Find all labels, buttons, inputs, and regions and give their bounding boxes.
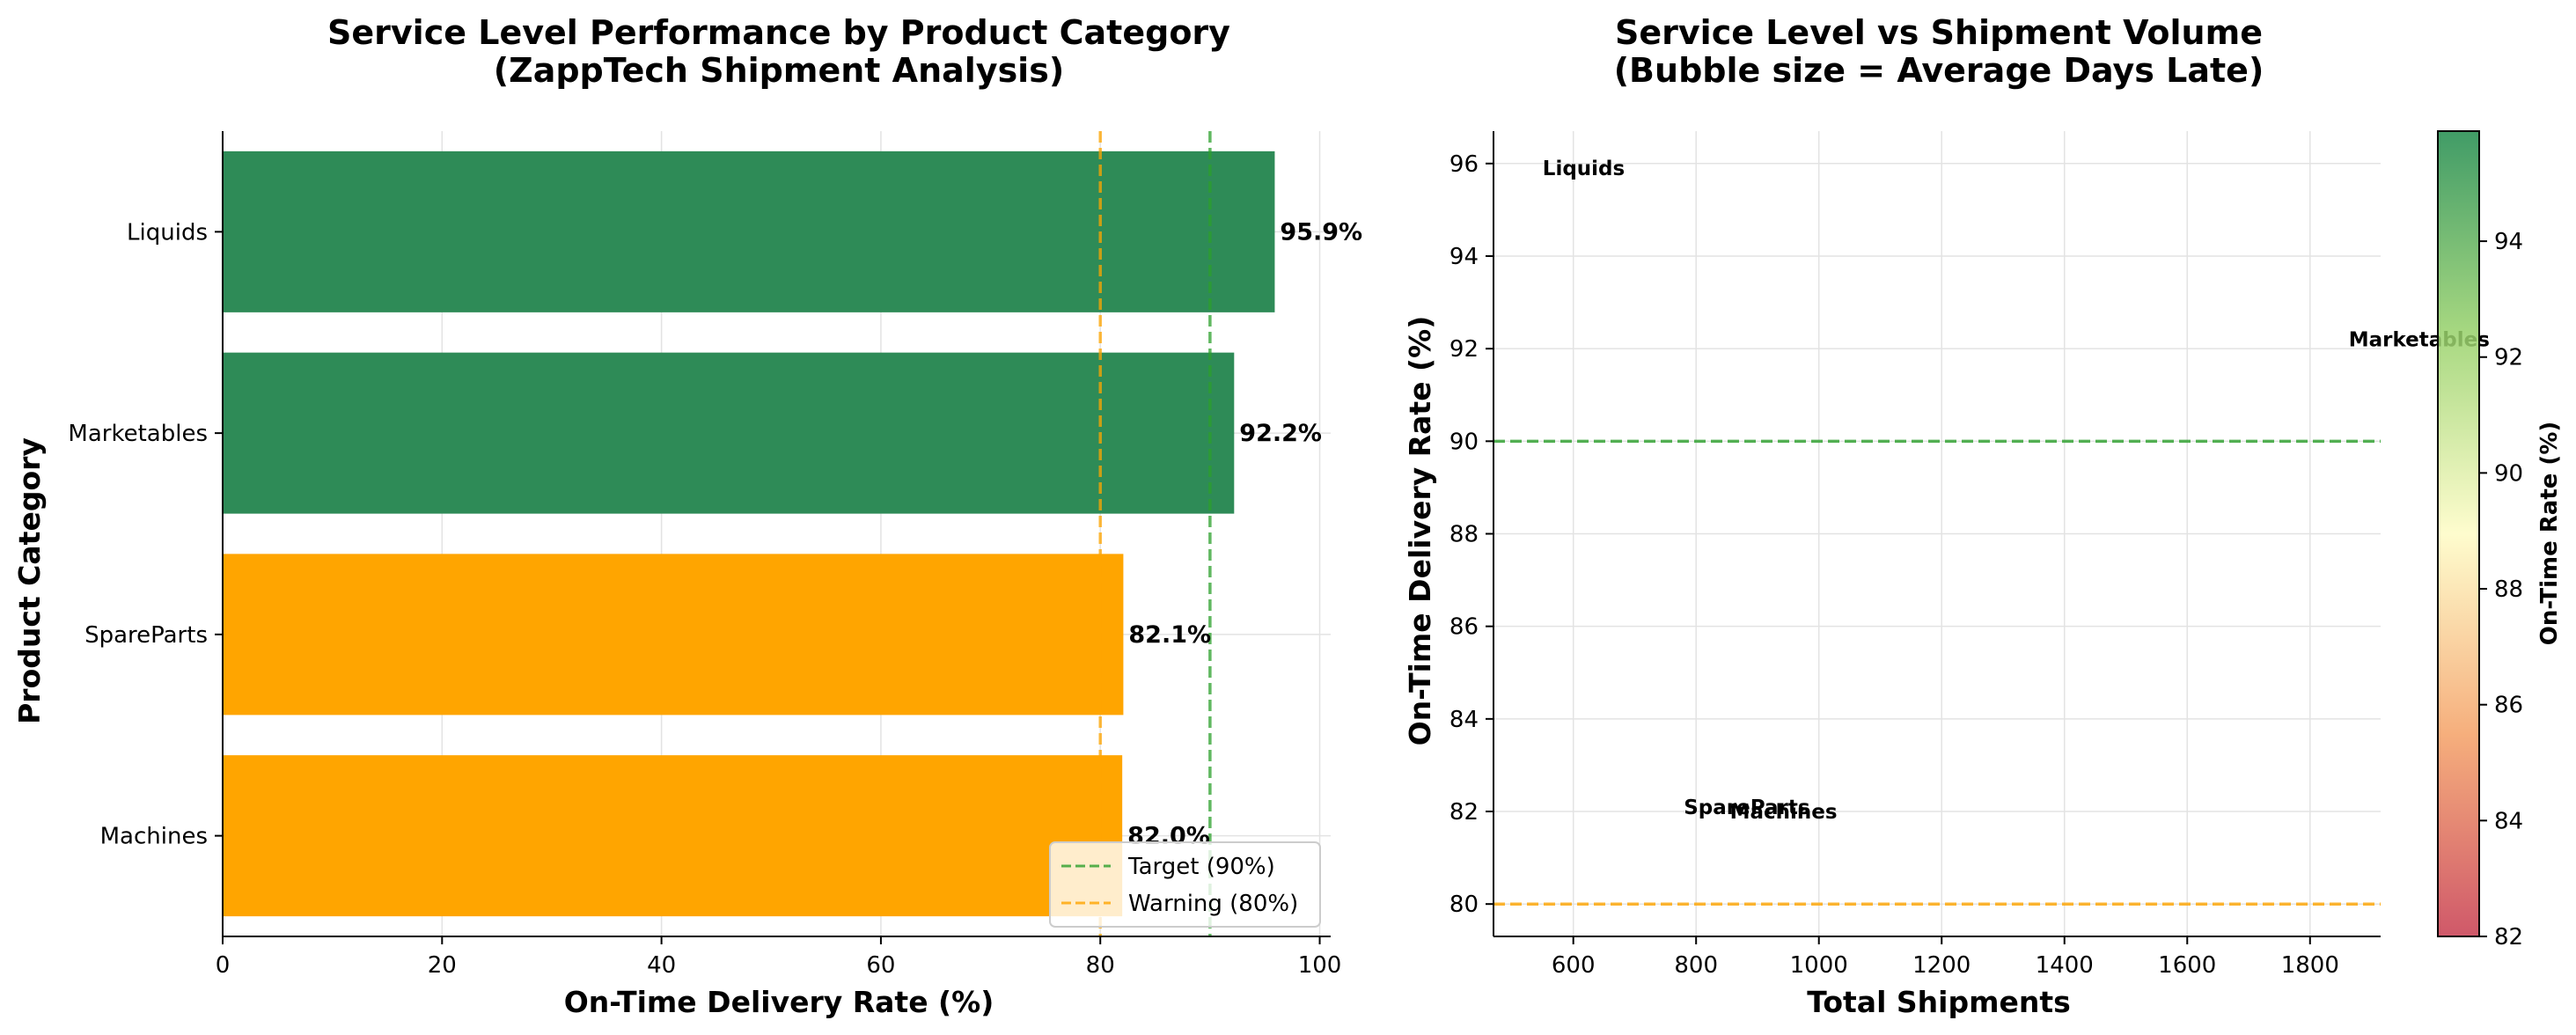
scatter-chart-title-line2: (Bubble size = Average Days Late) (1614, 51, 2264, 90)
scatter-chart-x-ticks: 600 800 1000 1200 1400 1600 1800 (1552, 936, 2339, 979)
colorbar-tick-label: 90 (2494, 460, 2523, 487)
bar-x-tick-label: 80 (1086, 952, 1115, 979)
scatter-x-tick-label: 1600 (2158, 952, 2216, 979)
bar-y-tick-label: Machines (100, 824, 208, 850)
colorbar-tick-label: 94 (2494, 229, 2523, 255)
scatter-chart-reference-lines (1493, 439, 2381, 906)
bar-value-label: 82.1% (1128, 621, 1211, 649)
scatter-point-label: Liquids (1543, 158, 1625, 180)
scatter-y-tick-label: 94 (1449, 244, 1479, 270)
bar-x-tick-label: 60 (866, 952, 895, 979)
scatter-chart-title-line1: Service Level vs Shipment Volume (1615, 13, 2263, 52)
bar-chart-title-line1: Service Level Performance by Product Cat… (327, 13, 1230, 52)
bar-value-label: 95.9% (1280, 218, 1362, 246)
scatter-x-tick-label: 600 (1552, 952, 1596, 979)
bar-x-tick-label: 100 (1298, 952, 1342, 979)
bar-value-label: 92.2% (1239, 420, 1322, 447)
colorbar-tick-label: 88 (2494, 576, 2523, 603)
bar (223, 150, 1275, 312)
colorbar: 82 84 86 88 90 92 94 On-Time Rate (%) (2437, 130, 2563, 951)
colorbar-tick-label: 92 (2494, 345, 2523, 371)
bar (223, 755, 1123, 917)
scatter-point-label: Machines (1730, 801, 1838, 824)
bar-chart: Service Level Performance by Product Cat… (12, 13, 1362, 1019)
bar-chart-bars (223, 150, 1275, 917)
bar-chart-x-ticks: 0 20 40 60 80 100 (216, 936, 1342, 979)
bar-chart-value-labels: 95.9%92.2%82.1%82.0% (1127, 218, 1362, 849)
bar-y-tick-label: SpareParts (84, 622, 208, 649)
colorbar-ticks: 82 84 86 88 90 92 94 (2479, 229, 2523, 951)
bar-chart-reference-lines-front (1098, 131, 1212, 936)
bar-x-tick-label: 40 (647, 952, 676, 979)
bar-chart-axes (222, 131, 1331, 937)
scatter-chart: Service Level vs Shipment Volume (Bubble… (1403, 13, 2490, 1019)
scatter-x-tick-label: 1400 (2036, 952, 2094, 979)
scatter-y-tick-label: 92 (1449, 336, 1479, 363)
scatter-x-tick-label: 1000 (1790, 952, 1848, 979)
legend-target-label: Target (90%) (1127, 854, 1275, 880)
bar-y-tick-label: Liquids (127, 219, 208, 246)
scatter-chart-y-ticks: 80 82 84 86 88 90 92 94 96 (1449, 151, 1493, 918)
scatter-chart-y-axis-label: On-Time Delivery Rate (%) (1403, 316, 1437, 746)
bar-chart-title-line2: (ZappTech Shipment Analysis) (494, 51, 1064, 90)
colorbar-gradient (2437, 130, 2480, 937)
bar-chart-y-axis-label: Product Category (12, 437, 47, 724)
scatter-chart-x-axis-label: Total Shipments (1807, 985, 2071, 1019)
colorbar-tick-label: 84 (2494, 808, 2523, 834)
colorbar-tick-label: 86 (2494, 693, 2523, 719)
scatter-y-tick-label: 88 (1449, 522, 1479, 548)
legend-box (1049, 841, 1321, 928)
scatter-y-tick-label: 96 (1449, 151, 1479, 178)
bar-y-tick-label: Marketables (68, 421, 208, 447)
scatter-y-tick-label: 90 (1449, 429, 1479, 455)
bar (223, 352, 1235, 514)
colorbar-tick-label: 82 (2494, 924, 2523, 951)
bar-chart-legend: Target (90%) Warning (80%) (1049, 841, 1321, 928)
scatter-chart-grid (1493, 131, 2381, 936)
scatter-y-tick-label: 82 (1449, 799, 1479, 826)
scatter-x-tick-label: 1800 (2281, 952, 2339, 979)
scatter-x-tick-label: 1200 (1912, 952, 1971, 979)
bar-x-tick-label: 20 (428, 952, 457, 979)
bar-chart-x-axis-label: On-Time Delivery Rate (%) (564, 985, 994, 1019)
bar (223, 554, 1124, 716)
scatter-y-tick-label: 80 (1449, 892, 1479, 918)
bar-x-tick-label: 0 (216, 952, 231, 979)
scatter-y-tick-label: 84 (1449, 707, 1479, 733)
scatter-point-label: SpareParts (1684, 796, 1809, 819)
colorbar-label: On-Time Rate (%) (2536, 422, 2563, 646)
legend-warning-label: Warning (80%) (1128, 891, 1298, 917)
bar-chart-y-ticks: Liquids Marketables SpareParts Machines (68, 219, 223, 850)
scatter-y-tick-label: 86 (1449, 614, 1479, 641)
scatter-x-tick-label: 800 (1674, 952, 1718, 979)
